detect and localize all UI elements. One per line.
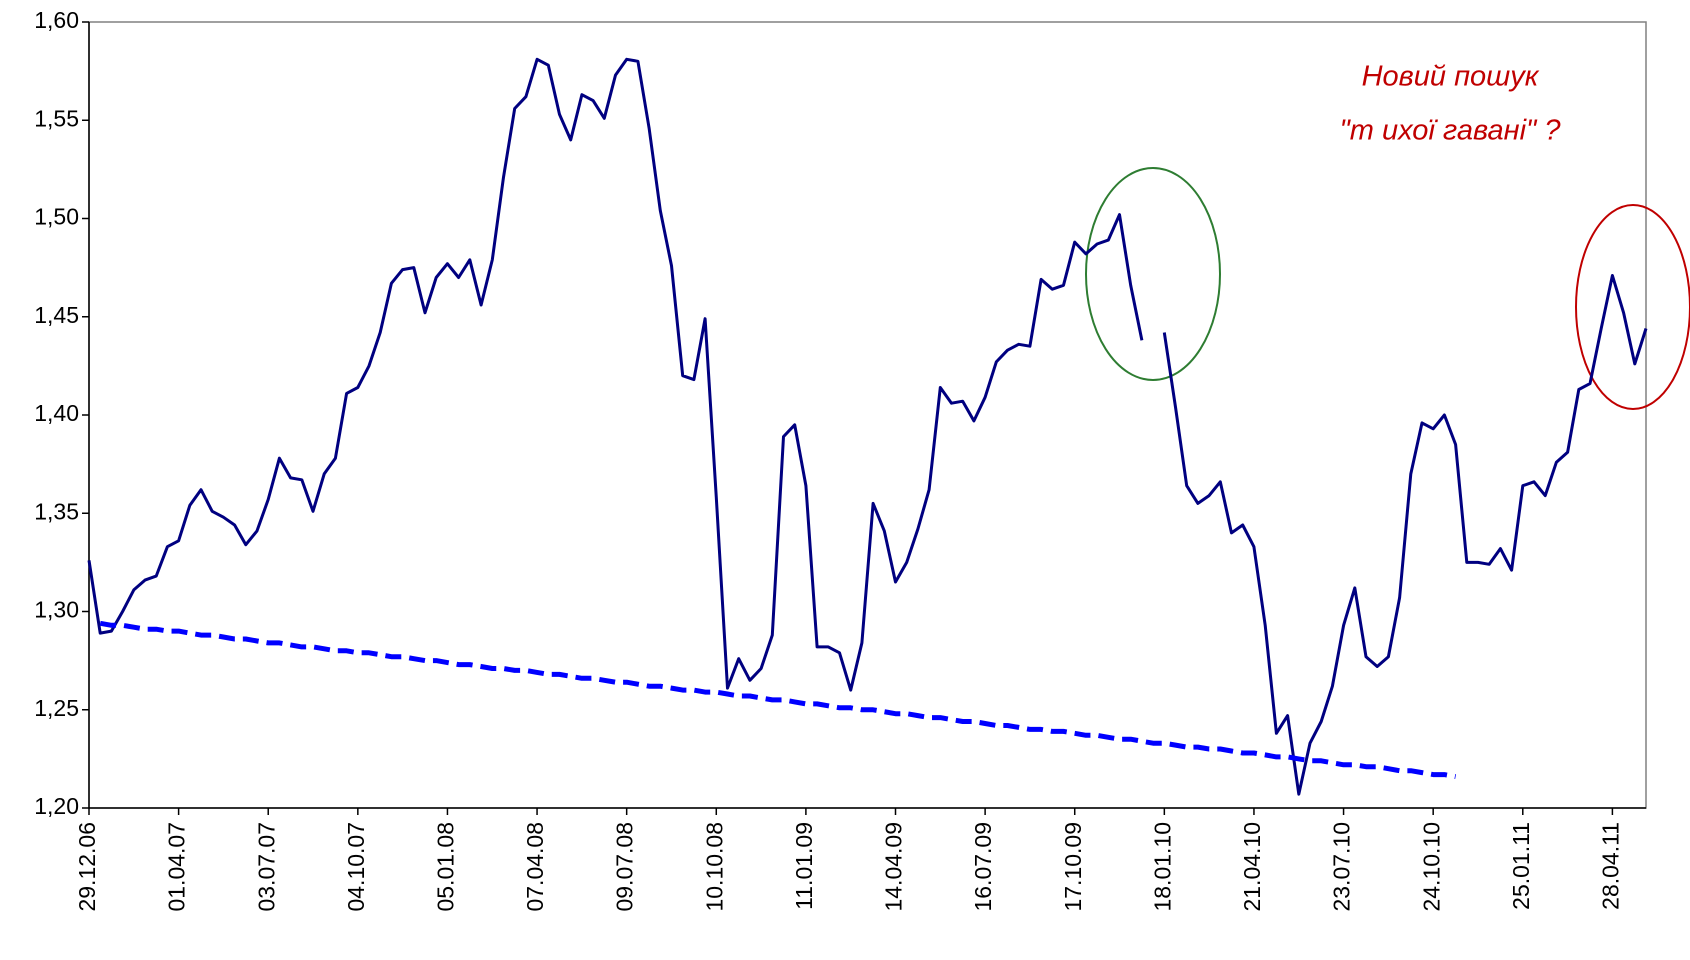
y-tick-label: 1,25: [34, 695, 79, 721]
trend-line: [99, 620, 1457, 780]
x-tick-label: 03.07.07: [253, 822, 279, 912]
x-tick-label: 25.01.11: [1508, 822, 1534, 910]
highlight-circle: [1085, 167, 1221, 381]
x-tick-label: 09.07.08: [612, 822, 638, 912]
x-tick-label: 21.04.10: [1239, 822, 1265, 912]
x-tick-label: 23.07.10: [1329, 822, 1355, 912]
x-tick-label: 14.04.09: [881, 822, 907, 912]
y-tick-label: 1,60: [34, 7, 79, 33]
highlight-circle: [1575, 204, 1690, 410]
y-tick-label: 1,55: [34, 105, 79, 131]
x-tick-label: 01.04.07: [164, 822, 190, 912]
y-tick-label: 1,35: [34, 498, 79, 524]
x-tick-label: 28.04.11: [1597, 822, 1623, 910]
x-tick-label: 11.01.09: [791, 822, 817, 910]
x-tick-label: 10.10.08: [701, 822, 727, 912]
annotation: Новий пошук: [1362, 61, 1540, 93]
x-tick-label: 18.01.10: [1149, 822, 1175, 912]
y-tick-label: 1,30: [34, 597, 79, 623]
annotation: "т ихої гавані" ?: [1339, 115, 1561, 147]
x-tick-label: 16.07.09: [970, 822, 996, 912]
x-tick-label: 24.10.10: [1418, 822, 1444, 912]
y-tick-label: 1,40: [34, 400, 79, 426]
x-tick-label: 05.01.08: [433, 822, 459, 912]
x-tick-label: 07.04.08: [522, 822, 548, 912]
x-tick-label: 04.10.07: [343, 822, 369, 912]
price-line: [87, 57, 1648, 796]
x-tick-label: 29.12.06: [74, 822, 100, 912]
x-tick-label: 17.10.09: [1060, 822, 1086, 912]
y-tick-label: 1,20: [34, 793, 79, 819]
y-tick-label: 1,50: [34, 204, 79, 230]
y-tick-label: 1,45: [34, 302, 79, 328]
